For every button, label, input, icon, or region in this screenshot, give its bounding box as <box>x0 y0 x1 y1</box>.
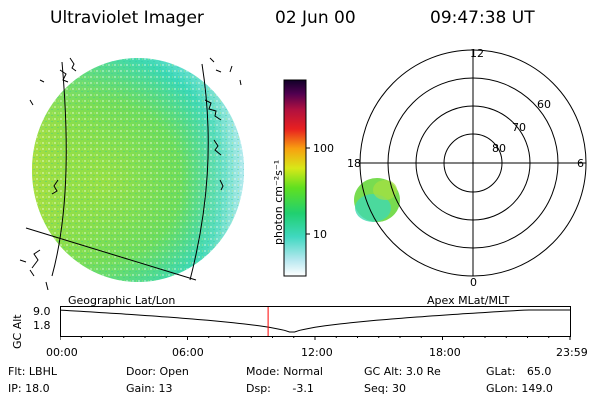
altitude-curve <box>60 309 570 333</box>
x-tick-0600: 06:00 <box>172 346 204 359</box>
colorbar-tick-100: 100 <box>313 142 334 155</box>
info-mode: Mode: Normal <box>246 365 323 378</box>
x-tick-1800: 18:00 <box>429 346 461 359</box>
polar-plot <box>354 49 587 277</box>
info-seq: Seq: 30 <box>364 382 406 395</box>
x-tick-1200: 12:00 <box>301 346 333 359</box>
colorbar-unit-label: photon cm⁻²s⁻¹ <box>272 159 285 245</box>
y-tick-1-8: 1.8 <box>33 319 51 332</box>
x-axis-ticks <box>60 336 571 340</box>
observation-date: 02 Jun 00 <box>275 8 356 28</box>
earth-disk-image <box>19 57 244 290</box>
info-dsp: Dsp: -3.1 <box>246 382 314 395</box>
x-tick-0000: 00:00 <box>46 346 78 359</box>
lat-label-80: 80 <box>492 142 506 155</box>
colorbar-tick-10: 10 <box>313 228 327 241</box>
longitude-line <box>189 63 209 281</box>
lat-label-60: 60 <box>537 98 551 111</box>
timeline-frame <box>60 306 571 337</box>
intensity-colorbar <box>283 79 310 277</box>
apex-caption: Apex MLat/MLT <box>427 294 510 307</box>
app-title: Ultraviolet Imager <box>50 8 204 28</box>
info-door: Door: Open <box>126 365 189 378</box>
timeline-axis-label: GC Alt <box>11 314 24 349</box>
x-tick-2359: 23:59 <box>556 346 588 359</box>
mlt-label-12: 12 <box>470 47 484 60</box>
colorbar-gradient <box>283 79 307 277</box>
info-ip: IP: 18.0 <box>8 382 50 395</box>
observation-time: 09:47:38 UT <box>430 8 535 28</box>
polar-blob <box>354 178 400 222</box>
geo-caption: Geographic Lat/Lon <box>68 294 176 307</box>
mlt-label-6: 6 <box>577 157 584 170</box>
info-glat: GLat: 65.0 <box>486 365 552 378</box>
coastline <box>19 57 242 290</box>
disk-noise <box>32 58 244 282</box>
mlt-label-18: 18 <box>347 157 361 170</box>
info-gain: Gain: 13 <box>126 382 173 395</box>
info-gc-alt: GC Alt: 3.0 Re <box>364 365 441 378</box>
latitude-line <box>25 227 197 281</box>
mlt-label-0: 0 <box>470 276 477 289</box>
y-tick-9: 9.0 <box>33 305 51 318</box>
info-flt: Flt: LBHL <box>8 365 57 378</box>
lat-label-70: 70 <box>512 121 526 134</box>
longitude-line <box>51 61 67 277</box>
info-glon: GLon: 149.0 <box>486 382 553 395</box>
timeline-plot <box>60 306 571 340</box>
